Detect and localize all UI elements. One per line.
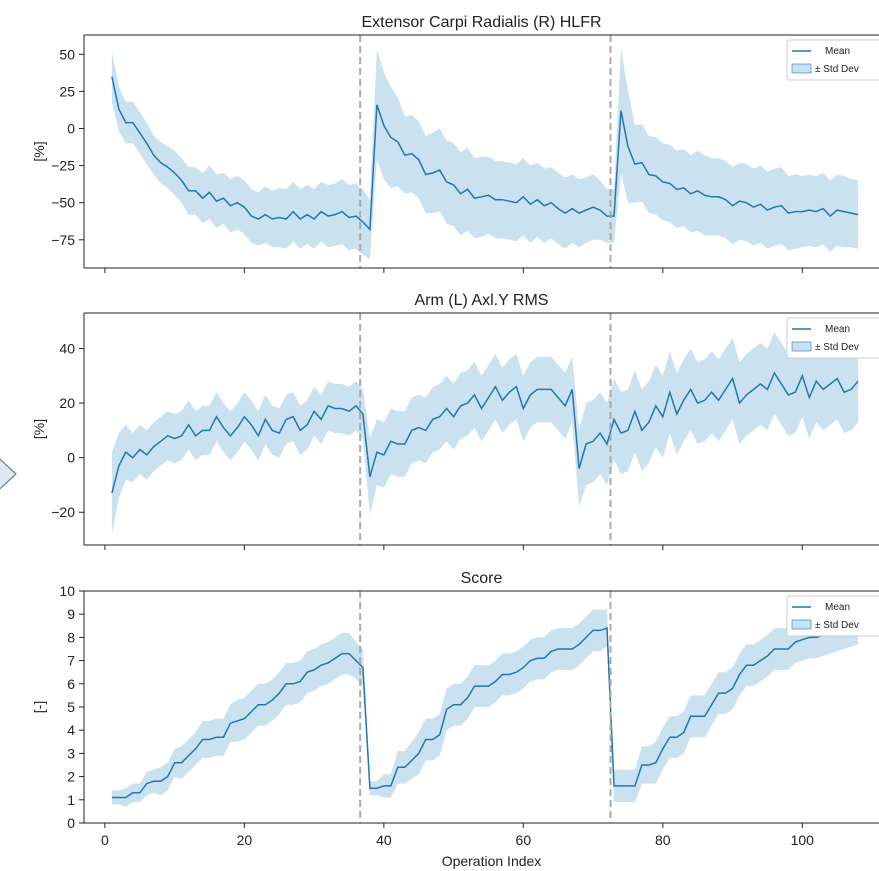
x-tick-label: 100 (791, 832, 815, 848)
x-tick-label: 80 (655, 832, 671, 848)
legend: Mean ± Std Dev (786, 317, 879, 359)
std-dev-band (111, 602, 859, 807)
y-tick-label: 25 (59, 83, 75, 99)
y-tick-label: 1 (67, 792, 75, 808)
x-tick-label: 40 (376, 832, 392, 848)
y-tick-label: 8 (67, 629, 75, 645)
x-tick-label: 20 (237, 832, 253, 848)
x-tick-label: 0 (101, 832, 109, 848)
y-tick-label: 9 (67, 606, 75, 622)
std-dev-band (111, 48, 859, 260)
legend-std-label: ± Std Dev (815, 64, 859, 75)
y-tick-label: 20 (59, 395, 75, 411)
x-axis-label: Operation Index (442, 853, 542, 869)
y-axis-label: [-] (31, 701, 47, 713)
subplot-title: Arm (L) Axl.Y RMS (415, 292, 549, 309)
y-tick-label: −75 (51, 232, 75, 248)
y-tick-label: 50 (59, 46, 75, 62)
legend-std-swatch (791, 619, 812, 630)
subplot-title: Score (461, 570, 503, 587)
y-tick-label: −50 (51, 195, 75, 211)
y-tick-label: −25 (51, 158, 75, 174)
collapse-arrow-icon[interactable] (0, 447, 18, 501)
legend-std-swatch (791, 63, 812, 74)
subplot-title: Extensor Carpi Radialis (R) HLFR (361, 14, 601, 31)
y-tick-label: 0 (67, 120, 75, 136)
y-tick-label: 0 (67, 450, 75, 466)
legend-mean-label: Mean (825, 46, 850, 57)
y-tick-label: 2 (67, 769, 75, 785)
subplot-2: Arm (L) Axl.Y RMS 40 20 0 −20 [%] Mean ± Std De… (31, 292, 879, 550)
legend: Mean ± Std Dev (786, 39, 879, 81)
y-axis-label: [%] (31, 141, 47, 161)
y-tick-label: 4 (67, 722, 75, 738)
legend: Mean ± Std Dev (786, 595, 879, 637)
y-tick-label: 10 (59, 583, 75, 599)
mean-line (111, 76, 859, 232)
legend-mean-label: Mean (825, 324, 850, 335)
std-dev-band (111, 332, 859, 535)
y-tick-label: 40 (59, 340, 75, 356)
y-tick-label: 3 (67, 745, 75, 761)
mean-line (111, 622, 859, 799)
x-tick-label: 60 (516, 832, 532, 848)
y-tick-label: 0 (67, 815, 75, 831)
legend-mean-label: Mean (825, 602, 850, 613)
subplot-1: Extensor Carpi Radialis (R) HLFR 50 25 0 −25… (31, 14, 879, 273)
legend-std-label: ± Std Dev (815, 620, 859, 631)
y-tick-label: 7 (67, 653, 75, 669)
legend-std-label: ± Std Dev (815, 342, 859, 353)
legend-std-swatch (791, 341, 812, 352)
y-tick-label: −20 (51, 504, 75, 520)
y-tick-label: 5 (67, 699, 75, 715)
y-tick-label: 6 (67, 676, 75, 692)
mean-line (111, 371, 859, 494)
y-axis-label: [%] (31, 419, 47, 439)
